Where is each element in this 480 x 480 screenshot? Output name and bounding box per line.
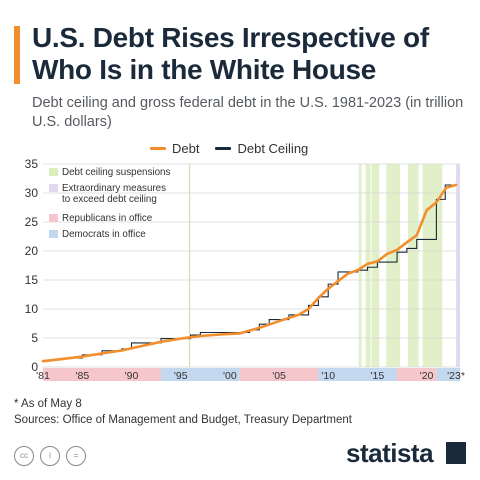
legend-swatch-3 bbox=[49, 230, 58, 238]
suspension-band-1 bbox=[365, 164, 371, 367]
x-tick-label-1: '85 bbox=[75, 370, 89, 382]
x-tick-label-4: '00 bbox=[223, 370, 237, 382]
y-tick-label-1: 5 bbox=[31, 331, 38, 345]
statista-logo-icon bbox=[446, 442, 466, 464]
administration-band-2 bbox=[239, 368, 319, 381]
legend-debt-label: Debt bbox=[172, 141, 200, 156]
suspension-band-2 bbox=[371, 164, 380, 367]
administration-band-0 bbox=[43, 368, 162, 381]
statista-logo-text[interactable]: statista bbox=[346, 438, 434, 468]
nd-icon[interactable]: = bbox=[66, 446, 86, 466]
y-tick-label-7: 35 bbox=[25, 157, 39, 171]
x-tick-label-0: '81 bbox=[36, 370, 50, 382]
x-tick-label-9: '23* bbox=[447, 370, 465, 382]
series-legend: Debt Debt Ceiling bbox=[150, 141, 324, 156]
legend-label-0: Debt ceiling suspensions bbox=[62, 167, 170, 178]
legend-debt-ceiling-swatch bbox=[215, 147, 232, 150]
y-tick-label-0: 0 bbox=[31, 360, 38, 374]
x-tick-label-3: '95 bbox=[174, 370, 188, 382]
footnote: * As of May 8 bbox=[14, 398, 82, 410]
legend-swatch-1 bbox=[49, 184, 58, 192]
suspension-band-4 bbox=[407, 164, 419, 367]
legend-swatch-0 bbox=[49, 168, 58, 176]
legend-debt-ceiling: Debt Ceiling bbox=[215, 141, 308, 156]
administration-band-1 bbox=[161, 368, 240, 381]
legend-label-2: Republicans in office bbox=[62, 213, 153, 224]
chart-subtitle: Debt ceiling and gross federal debt in t… bbox=[32, 95, 464, 130]
y-tick-label-5: 25 bbox=[25, 215, 39, 229]
license-icons: cc i = bbox=[14, 446, 92, 466]
title-accent-bar bbox=[14, 26, 20, 84]
suspension-band-0 bbox=[358, 164, 362, 367]
cc-icon[interactable]: cc bbox=[14, 446, 34, 466]
legend-debt-ceiling-label: Debt Ceiling bbox=[237, 141, 309, 156]
suspension-band-3 bbox=[386, 164, 401, 367]
y-tick-label-3: 15 bbox=[25, 273, 39, 287]
legend-label-3: Democrats in office bbox=[62, 229, 146, 240]
x-tick-label-7: '15 bbox=[371, 370, 385, 382]
y-tick-label-4: 20 bbox=[25, 244, 39, 258]
debt-chart: 0 5 10 15 20 25 30 35 '81 '85 '90 '95 '00 '05 '10 '15 '2… bbox=[25, 157, 465, 382]
y-tick-label-6: 30 bbox=[25, 186, 39, 200]
administration-band-4 bbox=[397, 368, 437, 381]
suspension-band-5 bbox=[422, 164, 443, 367]
x-tick-label-8: '20 bbox=[420, 370, 434, 382]
legend-debt: Debt bbox=[150, 141, 199, 156]
x-tick-label-2: '90 bbox=[125, 370, 139, 382]
y-tick-label-2: 10 bbox=[25, 302, 39, 316]
sources: Sources: Office of Management and Budget… bbox=[14, 414, 352, 426]
administration-band-3 bbox=[318, 368, 398, 381]
administration-band-5 bbox=[436, 368, 460, 381]
debt-line bbox=[41, 183, 458, 363]
chart-title: U.S. Debt Rises Irrespective of Who Is i… bbox=[32, 22, 429, 85]
x-tick-label-6: '10 bbox=[321, 370, 335, 382]
extraordinary-band-0 bbox=[456, 164, 460, 367]
footer: * As of May 8 Sources: Office of Managem… bbox=[14, 396, 352, 428]
legend-swatch-2 bbox=[49, 214, 58, 222]
legend-debt-swatch bbox=[150, 147, 166, 150]
by-icon[interactable]: i bbox=[40, 446, 60, 466]
legend-label-1: Extraordinary measures to exceed debt cei… bbox=[62, 183, 166, 205]
x-tick-label-5: '05 bbox=[272, 370, 286, 382]
